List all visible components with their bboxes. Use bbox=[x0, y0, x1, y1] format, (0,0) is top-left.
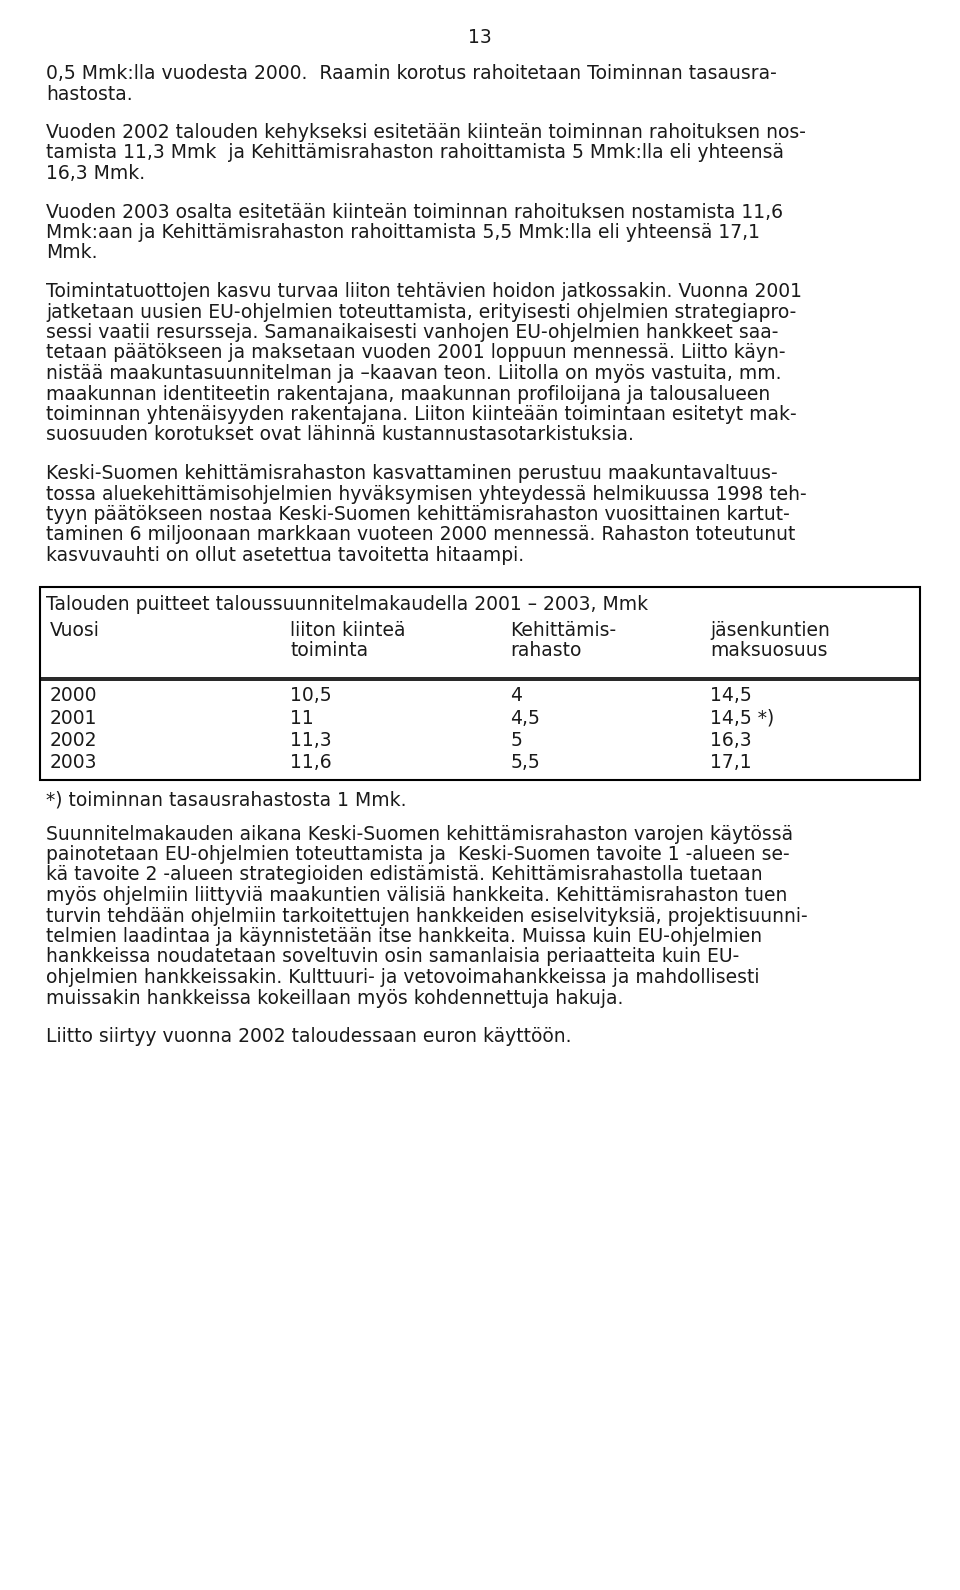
Text: taminen 6 miljoonaan markkaan vuoteen 2000 mennessä. Rahaston toteutunut: taminen 6 miljoonaan markkaan vuoteen 20… bbox=[46, 526, 796, 544]
Text: Vuosi: Vuosi bbox=[50, 622, 100, 641]
Text: Vuoden 2003 osalta esitetään kiinteän toiminnan rahoituksen nostamista 11,6: Vuoden 2003 osalta esitetään kiinteän to… bbox=[46, 202, 783, 221]
Text: tyyn päätökseen nostaa Keski-Suomen kehittämisrahaston vuosittainen kartut-: tyyn päätökseen nostaa Keski-Suomen kehi… bbox=[46, 506, 790, 525]
Text: 5: 5 bbox=[510, 731, 522, 750]
Text: Vuoden 2002 talouden kehykseksi esitetään kiinteän toiminnan rahoituksen nos-: Vuoden 2002 talouden kehykseksi esitetää… bbox=[46, 122, 806, 142]
Text: maakunnan identiteetin rakentajana, maakunnan profiloijana ja talousalueen: maakunnan identiteetin rakentajana, maak… bbox=[46, 385, 770, 404]
Text: hankkeissa noudatetaan soveltuvin osin samanlaisia periaatteita kuin EU-: hankkeissa noudatetaan soveltuvin osin s… bbox=[46, 948, 739, 967]
Text: 16,3 Mmk.: 16,3 Mmk. bbox=[46, 164, 145, 183]
Text: 2002: 2002 bbox=[50, 731, 98, 750]
Text: painotetaan EU-ohjelmien toteuttamista ja  Keski-Suomen tavoite 1 -alueen se-: painotetaan EU-ohjelmien toteuttamista j… bbox=[46, 844, 790, 863]
Text: Mmk.: Mmk. bbox=[46, 243, 98, 262]
Text: 16,3: 16,3 bbox=[710, 731, 752, 750]
Text: tetaan päätökseen ja maksetaan vuoden 2001 loppuun mennessä. Liitto käyn-: tetaan päätökseen ja maksetaan vuoden 20… bbox=[46, 343, 785, 363]
Text: nistää maakuntasuunnitelman ja –kaavan teon. Liitolla on myös vastuita, mm.: nistää maakuntasuunnitelman ja –kaavan t… bbox=[46, 364, 781, 383]
Text: 4: 4 bbox=[510, 685, 522, 704]
Text: tossa aluekehittämisohjelmien hyväksymisen yhteydessä helmikuussa 1998 teh-: tossa aluekehittämisohjelmien hyväksymis… bbox=[46, 485, 806, 504]
Text: rahasto: rahasto bbox=[510, 641, 582, 660]
Bar bbox=[40, 587, 920, 781]
Text: toiminnan yhtenäisyyden rakentajana. Liiton kiinteään toimintaan esitetyt mak-: toiminnan yhtenäisyyden rakentajana. Lii… bbox=[46, 405, 797, 425]
Text: sessi vaatii resursseja. Samanaikaisesti vanhojen EU-ohjelmien hankkeet saa-: sessi vaatii resursseja. Samanaikaisesti… bbox=[46, 323, 779, 342]
Text: kä tavoite 2 -alueen strategioiden edistämistä. Kehittämisrahastolla tuetaan: kä tavoite 2 -alueen strategioiden edist… bbox=[46, 865, 762, 884]
Text: 10,5: 10,5 bbox=[290, 685, 332, 704]
Text: suosuuden korotukset ovat lähinnä kustannustasotarkistuksia.: suosuuden korotukset ovat lähinnä kustan… bbox=[46, 426, 634, 445]
Text: Toimintatuottojen kasvu turvaa liiton tehtävien hoidon jatkossakin. Vuonna 2001: Toimintatuottojen kasvu turvaa liiton te… bbox=[46, 281, 803, 301]
Text: hastosta.: hastosta. bbox=[46, 84, 132, 103]
Text: Kehittämis-: Kehittämis- bbox=[510, 622, 616, 641]
Text: maksuosuus: maksuosuus bbox=[710, 641, 828, 660]
Text: muissakin hankkeissa kokeillaan myös kohdennettuja hakuja.: muissakin hankkeissa kokeillaan myös koh… bbox=[46, 989, 623, 1008]
Text: 17,1: 17,1 bbox=[710, 754, 752, 773]
Text: 14,5: 14,5 bbox=[710, 685, 752, 704]
Text: 2003: 2003 bbox=[50, 754, 98, 773]
Text: turvin tehdään ohjelmiin tarkoitettujen hankkeiden esiselvityksiä, projektisuunn: turvin tehdään ohjelmiin tarkoitettujen … bbox=[46, 906, 807, 925]
Text: toiminta: toiminta bbox=[290, 641, 369, 660]
Text: 0,5 Mmk:lla vuodesta 2000.  Raamin korotus rahoitetaan Toiminnan tasausra-: 0,5 Mmk:lla vuodesta 2000. Raamin korotu… bbox=[46, 64, 777, 83]
Text: 13: 13 bbox=[468, 29, 492, 48]
Text: Liitto siirtyy vuonna 2002 taloudessaan euron käyttöön.: Liitto siirtyy vuonna 2002 taloudessaan … bbox=[46, 1027, 571, 1046]
Text: 11: 11 bbox=[290, 709, 314, 728]
Text: Keski-Suomen kehittämisrahaston kasvattaminen perustuu maakuntavaltuus-: Keski-Suomen kehittämisrahaston kasvatta… bbox=[46, 464, 778, 483]
Text: jäsenkuntien: jäsenkuntien bbox=[710, 622, 830, 641]
Text: *) toiminnan tasausrahastosta 1 Mmk.: *) toiminnan tasausrahastosta 1 Mmk. bbox=[46, 790, 407, 809]
Text: myös ohjelmiin liittyviä maakuntien välisiä hankkeita. Kehittämisrahaston tuen: myös ohjelmiin liittyviä maakuntien väli… bbox=[46, 886, 787, 905]
Text: telmien laadintaa ja käynnistetään itse hankkeita. Muissa kuin EU-ohjelmien: telmien laadintaa ja käynnistetään itse … bbox=[46, 927, 762, 946]
Text: 14,5 *): 14,5 *) bbox=[710, 709, 775, 728]
Text: 11,3: 11,3 bbox=[290, 731, 332, 750]
Text: 4,5: 4,5 bbox=[510, 709, 540, 728]
Text: liiton kiinteä: liiton kiinteä bbox=[290, 622, 405, 641]
Text: 2000: 2000 bbox=[50, 685, 98, 704]
Text: 2001: 2001 bbox=[50, 709, 98, 728]
Text: Talouden puitteet taloussuunnitelmakaudella 2001 – 2003, Mmk: Talouden puitteet taloussuunnitelmakaude… bbox=[46, 595, 648, 614]
Text: jatketaan uusien EU-ohjelmien toteuttamista, erityisesti ohjelmien strategiapro-: jatketaan uusien EU-ohjelmien toteuttami… bbox=[46, 302, 797, 321]
Text: 5,5: 5,5 bbox=[510, 754, 540, 773]
Text: ohjelmien hankkeissakin. Kulttuuri- ja vetovoimahankkeissa ja mahdollisesti: ohjelmien hankkeissakin. Kulttuuri- ja v… bbox=[46, 968, 759, 987]
Text: Mmk:aan ja Kehittämisrahaston rahoittamista 5,5 Mmk:lla eli yhteensä 17,1: Mmk:aan ja Kehittämisrahaston rahoittami… bbox=[46, 223, 760, 242]
Text: Suunnitelmakauden aikana Keski-Suomen kehittämisrahaston varojen käytössä: Suunnitelmakauden aikana Keski-Suomen ke… bbox=[46, 825, 793, 844]
Text: tamista 11,3 Mmk  ja Kehittämisrahaston rahoittamista 5 Mmk:lla eli yhteensä: tamista 11,3 Mmk ja Kehittämisrahaston r… bbox=[46, 143, 784, 162]
Text: 11,6: 11,6 bbox=[290, 754, 332, 773]
Text: kasvuvauhti on ollut asetettua tavoitetta hitaampi.: kasvuvauhti on ollut asetettua tavoitett… bbox=[46, 545, 524, 564]
